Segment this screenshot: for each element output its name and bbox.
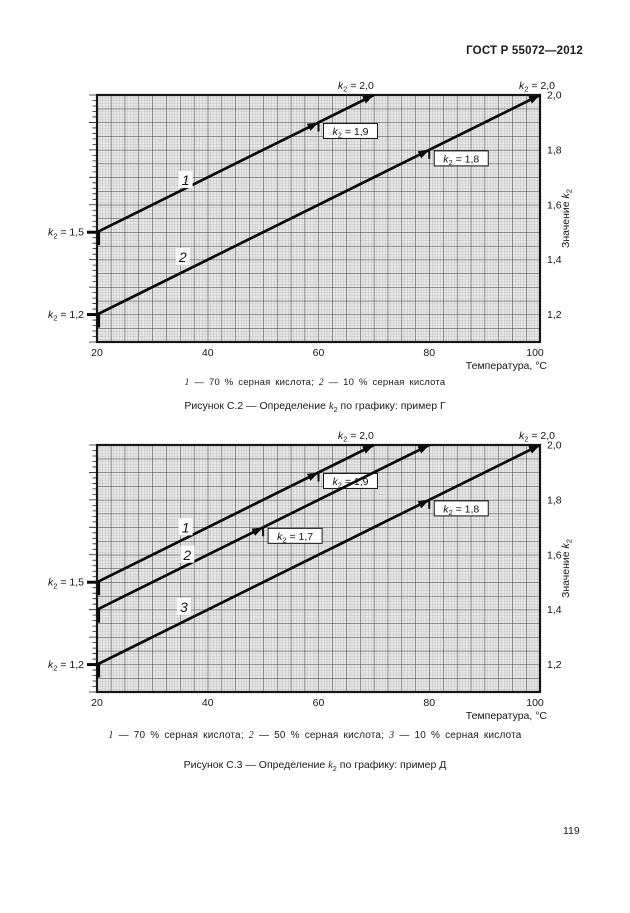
svg-text:3: 3 xyxy=(180,599,188,615)
svg-text:Значение k2: Значение k2 xyxy=(560,189,574,248)
svg-text:1,6: 1,6 xyxy=(547,549,562,561)
svg-text:k2 = 1,8: k2 = 1,8 xyxy=(443,153,479,167)
svg-text:k2 = 1,5: k2 = 1,5 xyxy=(48,227,84,241)
svg-text:k2 = 1,7: k2 = 1,7 xyxy=(277,531,313,545)
svg-text:1,8: 1,8 xyxy=(547,494,562,506)
svg-text:20: 20 xyxy=(91,347,103,359)
svg-text:Температура, °С: Температура, °С xyxy=(466,710,548,722)
svg-text:1,4: 1,4 xyxy=(547,254,562,266)
svg-text:1,4: 1,4 xyxy=(547,604,562,616)
svg-text:k2 = 2,0: k2 = 2,0 xyxy=(338,80,374,94)
svg-text:20: 20 xyxy=(91,697,103,709)
svg-text:2,0: 2,0 xyxy=(547,440,562,452)
svg-text:60: 60 xyxy=(313,697,325,709)
svg-text:1: 1 xyxy=(182,172,190,188)
svg-text:2: 2 xyxy=(178,249,187,265)
svg-text:40: 40 xyxy=(202,697,214,709)
svg-text:k2 = 2,0: k2 = 2,0 xyxy=(338,430,374,444)
svg-text:1,6: 1,6 xyxy=(547,199,562,211)
svg-text:2,0: 2,0 xyxy=(547,90,562,102)
svg-text:k2 = 1,2: k2 = 1,2 xyxy=(48,659,84,673)
svg-text:1,2: 1,2 xyxy=(547,309,562,321)
svg-text:80: 80 xyxy=(423,697,435,709)
svg-text:k2 = 1,5: k2 = 1,5 xyxy=(48,577,84,591)
svg-text:40: 40 xyxy=(202,347,214,359)
figure-c2-caption: Рисунок С.2 — Определение k2 по графику:… xyxy=(184,400,446,415)
page-number: 119 xyxy=(563,825,580,837)
figure-c2-plot: k2 = 1,5 k2 = 2,0 k2 = 1,9 1 k2 = 1,2 k2 = 2,… xyxy=(48,80,574,372)
svg-text:100: 100 xyxy=(526,697,544,709)
svg-text:Значение k2: Значение k2 xyxy=(560,539,574,598)
svg-text:Температура, °С: Температура, °С xyxy=(466,360,548,372)
svg-text:k2 = 1,8: k2 = 1,8 xyxy=(443,503,479,517)
figure-c2-legend: 1 — 70 % серная кислота; 2 — 10 % серная… xyxy=(184,377,446,388)
svg-text:k2 = 2,0: k2 = 2,0 xyxy=(519,430,555,444)
svg-text:1,2: 1,2 xyxy=(547,659,562,671)
figure-c3-legend: 1 — 70 % серная кислота; 2 — 50 % серная… xyxy=(108,730,522,741)
figure-c3-caption: Рисунок С.3 — Определение k2 по графику:… xyxy=(183,759,447,774)
svg-text:60: 60 xyxy=(313,347,325,359)
svg-text:2: 2 xyxy=(182,547,191,563)
svg-text:1: 1 xyxy=(182,519,190,535)
svg-text:k2 = 1,2: k2 = 1,2 xyxy=(48,309,84,323)
svg-text:1,8: 1,8 xyxy=(547,144,562,156)
svg-text:80: 80 xyxy=(423,347,435,359)
svg-text:100: 100 xyxy=(526,347,544,359)
standard-number: ГОСТ Р 55072—2012 xyxy=(466,45,583,57)
svg-text:k2 = 1,9: k2 = 1,9 xyxy=(332,126,368,140)
svg-text:k2 = 2,0: k2 = 2,0 xyxy=(519,80,555,94)
